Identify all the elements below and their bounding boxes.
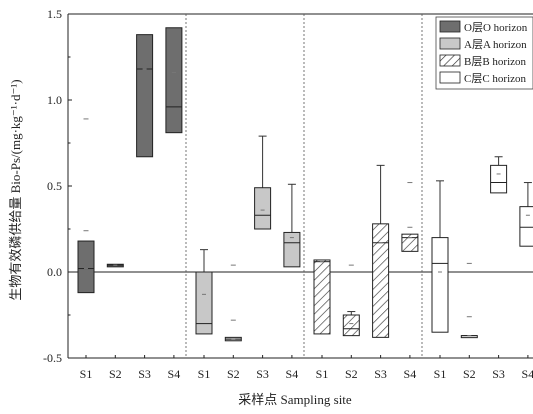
legend-label-O: O层O horizon (464, 21, 528, 34)
box-B-S2 (342, 314, 360, 337)
x-tick-label: S4 (286, 367, 299, 381)
x-tick-label: S4 (522, 367, 533, 381)
x-tick-label: S2 (109, 367, 122, 381)
box-O-S3 (136, 34, 154, 158)
x-tick-label: S1 (198, 367, 211, 381)
legend-label-A: A层A horizon (464, 38, 527, 51)
box-C-S4 (519, 206, 533, 247)
x-tick-label: S2 (345, 367, 358, 381)
box-B-S3 (372, 223, 390, 338)
box-C-S3 (490, 164, 508, 194)
x-tick-label: S3 (374, 367, 387, 381)
box-A-S4 (283, 231, 301, 268)
box-A-S3 (254, 187, 272, 230)
legend-swatch-B (439, 54, 461, 67)
legend-label-B: B层B horizon (464, 55, 527, 68)
y-tick-label: 1.5 (47, 7, 62, 21)
box-B-S4 (401, 233, 419, 252)
x-tick-label: S3 (138, 367, 151, 381)
y-tick-label: -0.5 (43, 351, 62, 365)
box-B-S1 (313, 259, 331, 335)
box-A-S1 (195, 271, 213, 335)
box-O-S4 (165, 27, 183, 134)
x-tick-label: S3 (256, 367, 269, 381)
legend-swatch-A (439, 37, 461, 50)
x-tick-label: S1 (80, 367, 93, 381)
y-tick-label: 0.0 (47, 265, 62, 279)
x-axis-title: 采样点 Sampling site (238, 392, 352, 407)
y-tick-label: 1.0 (47, 93, 62, 107)
x-tick-label: S2 (227, 367, 240, 381)
x-tick-label: S3 (492, 367, 505, 381)
x-tick-label: S1 (434, 367, 447, 381)
x-tick-label: S4 (404, 367, 417, 381)
legend-swatch-C (439, 71, 461, 84)
x-tick-label: S4 (168, 367, 181, 381)
box-O-S1 (77, 240, 95, 294)
y-tick-label: 0.5 (47, 179, 62, 193)
y-axis-title: 生物有效磷供给量 Bio-Ps/(mg·kg⁻¹·d⁻¹) (8, 79, 23, 300)
box-C-S1 (431, 237, 449, 333)
legend-swatch-O (439, 20, 461, 33)
x-tick-label: S1 (316, 367, 329, 381)
plot-area: -0.5 0.0 0.5 1.0 1.5 S1 S2 S3 S4 S1 S2 S3 S4 S1 S2 S3 S4… (43, 7, 533, 381)
x-tick-label: S2 (463, 367, 476, 381)
legend-label-C: C层C horizon (464, 72, 527, 85)
